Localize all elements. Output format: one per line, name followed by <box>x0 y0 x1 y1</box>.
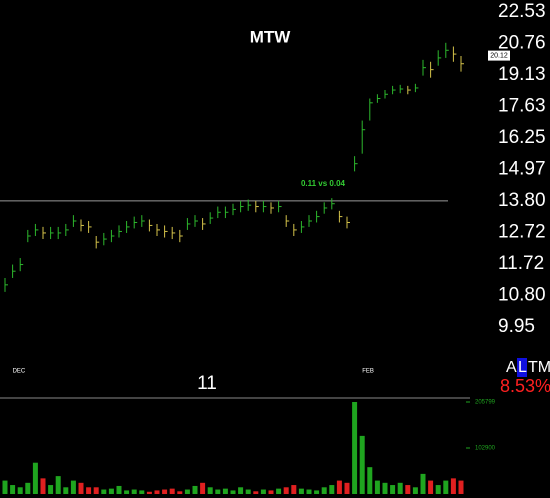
volume-bar <box>93 487 99 494</box>
last-price-box <box>488 50 510 61</box>
volume-bar <box>17 487 23 494</box>
y-tick-label: 13.80 <box>498 190 546 211</box>
volume-bar <box>101 489 107 494</box>
volume-bar <box>192 485 198 494</box>
volume-bar <box>63 487 69 494</box>
volume-bar <box>131 489 137 494</box>
volume-bar <box>435 485 441 494</box>
volume-bar <box>70 480 76 494</box>
annotation: 0.11 vs 0.04 <box>301 179 346 188</box>
volume-bar <box>184 489 190 494</box>
volume-bar <box>169 488 175 494</box>
y2-tick-label: 205799 <box>475 400 496 406</box>
ticker-highlight-box <box>517 358 527 377</box>
volume-bar <box>25 482 31 494</box>
volume-bar <box>283 487 289 494</box>
volume-bar <box>162 489 168 494</box>
y-tick-label: 22.53 <box>498 1 546 22</box>
y-tick-label: 9.95 <box>498 316 535 337</box>
volume-bar <box>374 480 380 494</box>
y-tick-label: 19.13 <box>498 64 546 85</box>
change-label: 8.53% <box>500 376 550 396</box>
volume-bar <box>215 489 221 494</box>
volume-bar <box>40 478 46 494</box>
volume-bar <box>78 482 84 494</box>
y2-tick-label: 102900 <box>475 446 496 452</box>
volume-bar <box>116 485 122 494</box>
volume-bar <box>268 490 274 494</box>
ticker-highlight: L <box>518 359 527 376</box>
volume-bar <box>298 488 304 494</box>
volume-bar <box>412 487 418 494</box>
volume-bar <box>420 473 426 494</box>
volume-bar <box>336 480 342 494</box>
volume-bar <box>2 480 8 494</box>
volume-bar <box>260 489 266 494</box>
volume-bar <box>405 485 411 494</box>
volume-bar <box>230 490 236 494</box>
volume-bar <box>124 490 130 494</box>
volume-bar <box>367 467 373 494</box>
volume-bar <box>55 476 61 494</box>
volume-bar <box>397 482 403 494</box>
volume-bar <box>32 462 38 494</box>
volume-bar <box>359 435 365 494</box>
last-price-label: 20.12 <box>490 52 508 59</box>
volume-bar <box>10 485 16 494</box>
volume-bar <box>108 488 114 494</box>
ticker-suffix: TML <box>528 359 550 376</box>
volume-bar <box>390 485 396 494</box>
volume-bar <box>458 480 464 494</box>
volume-bar <box>321 487 327 494</box>
volume-bar <box>146 491 152 494</box>
y-tick-label: 20.76 <box>498 33 546 54</box>
y-tick-label: 10.80 <box>498 284 546 305</box>
x-tick-label: FEB <box>362 369 374 375</box>
y-tick-label: 16.25 <box>498 127 546 148</box>
y-tick-label: 17.63 <box>498 96 546 117</box>
volume-bar <box>291 485 297 494</box>
volume-bar <box>154 490 160 494</box>
y-tick-label: 14.97 <box>498 159 546 180</box>
volume-bar <box>443 480 449 494</box>
chart-title: MTW <box>250 27 292 46</box>
volume-bar <box>207 487 213 494</box>
volume-bar <box>450 478 456 494</box>
volume-bar <box>306 489 312 494</box>
volume-bar <box>238 487 244 494</box>
volume-bar <box>344 482 350 494</box>
volume-bar <box>329 485 335 494</box>
volume-bar <box>200 482 206 494</box>
volume-bar <box>352 402 358 494</box>
x-tick-label: DEC <box>13 369 26 375</box>
volume-bar <box>253 491 259 494</box>
volume-bar <box>177 491 183 494</box>
y-tick-label: 12.72 <box>498 221 546 242</box>
volume-bar <box>428 480 434 494</box>
period-label: 11 <box>197 373 217 394</box>
ticker-prefix: A <box>506 359 517 376</box>
volume-bar <box>139 490 145 494</box>
volume-bar <box>276 488 282 494</box>
volume-bar <box>245 489 251 494</box>
volume-bar <box>382 482 388 494</box>
volume-bar <box>86 487 92 494</box>
volume-bar <box>48 485 54 494</box>
volume-bar <box>222 488 228 494</box>
volume-bar <box>314 490 320 494</box>
y-tick-label: 11.72 <box>498 253 544 274</box>
